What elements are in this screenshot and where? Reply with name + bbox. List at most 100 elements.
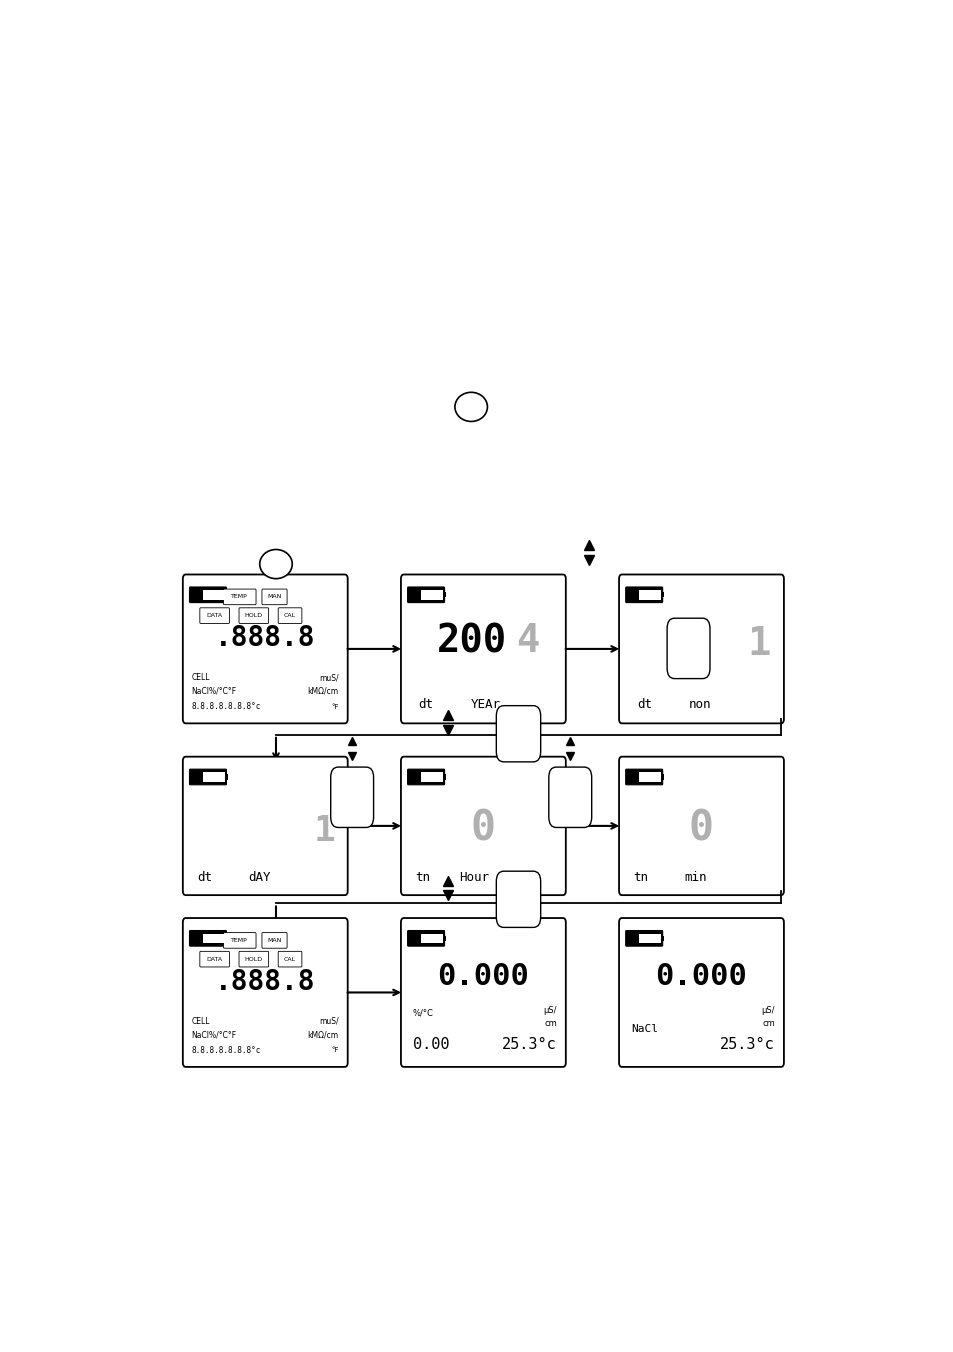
Text: min: min <box>684 871 706 884</box>
FancyBboxPatch shape <box>223 589 255 604</box>
Text: YEAr: YEAr <box>470 698 500 711</box>
FancyBboxPatch shape <box>548 767 591 827</box>
Bar <box>202 589 224 599</box>
Bar <box>420 589 442 599</box>
FancyBboxPatch shape <box>496 706 540 763</box>
FancyBboxPatch shape <box>400 918 565 1067</box>
FancyBboxPatch shape <box>262 589 287 604</box>
FancyBboxPatch shape <box>239 608 269 623</box>
Text: cm: cm <box>543 1018 557 1028</box>
Text: %/°C: %/°C <box>413 1009 434 1017</box>
FancyBboxPatch shape <box>666 618 709 679</box>
Text: CAL: CAL <box>284 612 295 618</box>
Text: dt: dt <box>196 871 212 884</box>
Text: DATA: DATA <box>207 957 222 961</box>
Bar <box>661 936 663 941</box>
Text: dt: dt <box>418 698 434 711</box>
Text: kMΩ/cm: kMΩ/cm <box>308 1030 338 1040</box>
Text: °F: °F <box>331 703 338 710</box>
FancyBboxPatch shape <box>407 587 444 603</box>
Text: 0: 0 <box>471 807 496 849</box>
Text: tn: tn <box>633 871 647 884</box>
Text: DATA: DATA <box>207 612 222 618</box>
Bar <box>443 592 446 598</box>
Ellipse shape <box>259 549 292 579</box>
FancyBboxPatch shape <box>400 757 565 895</box>
Text: 8.8.8.8.8.8.8°c: 8.8.8.8.8.8.8°c <box>192 1045 261 1055</box>
Text: muS/: muS/ <box>319 673 338 681</box>
Text: 200: 200 <box>436 622 507 660</box>
FancyBboxPatch shape <box>496 871 540 927</box>
FancyBboxPatch shape <box>618 757 783 895</box>
FancyBboxPatch shape <box>223 933 255 948</box>
FancyBboxPatch shape <box>183 757 347 895</box>
Bar <box>661 775 663 780</box>
Text: 1: 1 <box>313 814 335 848</box>
Text: muS/: muS/ <box>319 1017 338 1026</box>
Bar <box>639 589 660 599</box>
Text: MAN: MAN <box>267 595 281 599</box>
FancyBboxPatch shape <box>331 767 374 827</box>
Text: tn: tn <box>415 871 430 884</box>
Bar <box>202 934 224 944</box>
Text: TEMP: TEMP <box>232 595 248 599</box>
Text: .888.8: .888.8 <box>214 968 315 995</box>
Text: NaCl: NaCl <box>630 1025 658 1034</box>
Text: 0.000: 0.000 <box>437 961 529 991</box>
FancyBboxPatch shape <box>278 608 301 623</box>
Bar <box>661 592 663 598</box>
FancyBboxPatch shape <box>183 918 347 1067</box>
Bar <box>226 592 228 598</box>
Bar <box>226 775 228 780</box>
FancyBboxPatch shape <box>407 769 444 784</box>
FancyBboxPatch shape <box>278 952 301 967</box>
Bar <box>443 936 446 941</box>
FancyBboxPatch shape <box>618 575 783 723</box>
Text: MAN: MAN <box>267 938 281 942</box>
Ellipse shape <box>455 392 487 422</box>
FancyBboxPatch shape <box>190 930 226 946</box>
FancyBboxPatch shape <box>183 575 347 723</box>
FancyBboxPatch shape <box>625 769 662 784</box>
FancyBboxPatch shape <box>190 769 226 784</box>
Bar <box>226 936 228 941</box>
Text: HOLD: HOLD <box>245 957 263 961</box>
Text: 0.00: 0.00 <box>413 1037 449 1052</box>
Text: 1: 1 <box>746 625 770 664</box>
FancyBboxPatch shape <box>618 918 783 1067</box>
Text: TEMP: TEMP <box>232 938 248 942</box>
FancyBboxPatch shape <box>190 587 226 603</box>
Text: .888.8: .888.8 <box>214 625 315 652</box>
Bar <box>639 772 660 781</box>
Bar <box>202 772 224 781</box>
Text: non: non <box>688 698 710 711</box>
Text: CELL: CELL <box>192 1017 210 1026</box>
FancyBboxPatch shape <box>199 608 229 623</box>
Text: μS/: μS/ <box>760 1006 774 1015</box>
Text: 0: 0 <box>688 807 713 849</box>
Text: dt: dt <box>637 698 651 711</box>
Bar <box>420 772 442 781</box>
FancyBboxPatch shape <box>407 930 444 946</box>
Text: cm: cm <box>761 1018 774 1028</box>
FancyBboxPatch shape <box>199 952 229 967</box>
Text: kMΩ/cm: kMΩ/cm <box>308 687 338 695</box>
Text: CELL: CELL <box>192 673 210 681</box>
Text: 25.3°c: 25.3°c <box>720 1037 774 1052</box>
Text: NaCl%/°C°F: NaCl%/°C°F <box>192 1030 236 1040</box>
Text: μS/: μS/ <box>543 1006 557 1015</box>
Text: CAL: CAL <box>284 957 295 961</box>
Text: dAY: dAY <box>249 871 271 884</box>
FancyBboxPatch shape <box>400 575 565 723</box>
Bar <box>639 934 660 944</box>
Text: 8.8.8.8.8.8.8°c: 8.8.8.8.8.8.8°c <box>192 702 261 711</box>
FancyBboxPatch shape <box>625 587 662 603</box>
Text: 25.3°c: 25.3°c <box>501 1037 557 1052</box>
Text: 0.000: 0.000 <box>655 961 746 991</box>
Bar <box>420 934 442 944</box>
Bar <box>443 775 446 780</box>
Text: NaCl%/°C°F: NaCl%/°C°F <box>192 687 236 695</box>
FancyBboxPatch shape <box>262 933 287 948</box>
Text: Hour: Hour <box>459 871 489 884</box>
Text: HOLD: HOLD <box>245 612 263 618</box>
